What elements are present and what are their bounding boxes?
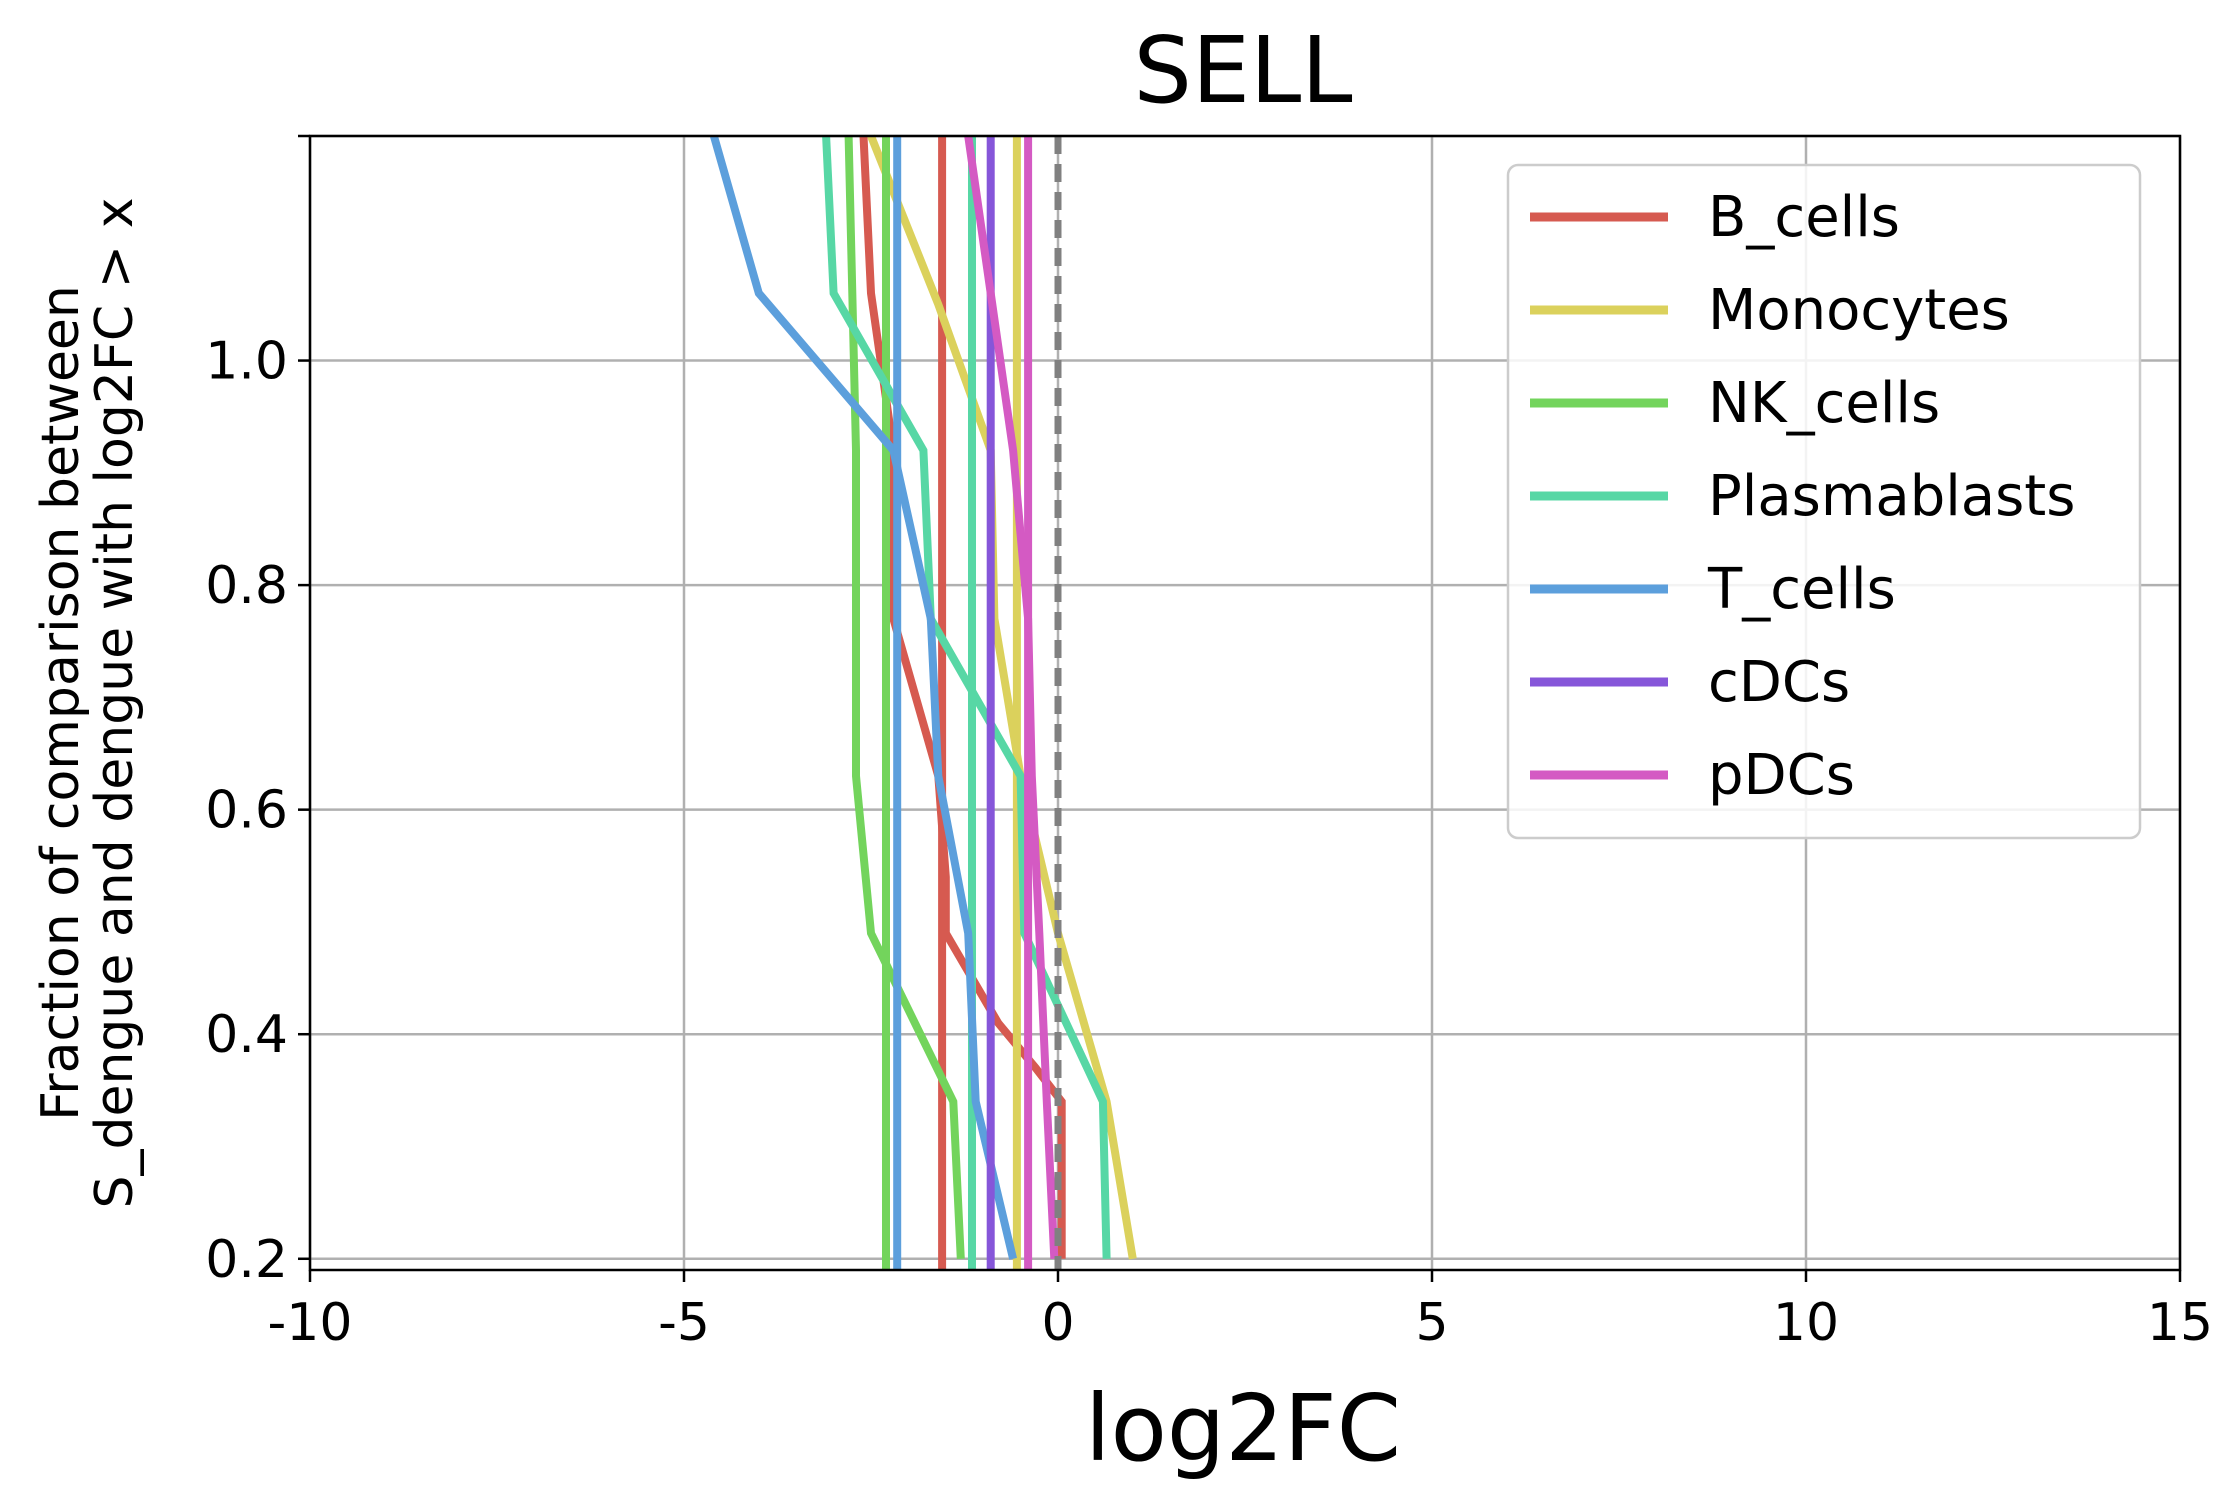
legend-label: Plasmablasts: [1708, 464, 2075, 529]
y-axis-ticks: 0.2 0.4 0.6 0.8 1.0: [205, 134, 310, 1290]
x-tick-label: 15: [2147, 1293, 2213, 1353]
legend-label: cDCs: [1708, 650, 1850, 715]
plot-frame: [308, 134, 2182, 1272]
legend-box: [1506, 163, 2142, 840]
x-axis-label: log2FC: [1085, 1375, 1401, 1482]
series-line-Plasmablasts: [822, 135, 1111, 1259]
x-axis-ticks: -10 -5 0 5 10 15: [268, 1270, 2213, 1353]
y-tick-label: 0.2: [205, 1230, 288, 1290]
legend-label: NK_cells: [1708, 371, 1940, 436]
series-line-T_cells: [710, 134, 1017, 1260]
legend: B_cells Monocytes NK_cells Plasmablasts T_ce…: [1506, 163, 2142, 840]
series-lines: [710, 134, 1137, 1270]
y-tick-label: 0.4: [205, 1005, 288, 1065]
legend-label: pDCs: [1708, 743, 1855, 808]
y-tick-label: 0.6: [205, 781, 288, 841]
chart-title: SELL: [1133, 17, 1352, 124]
y-tick-label: 1.0: [205, 332, 288, 392]
series-line-Monocytes: [867, 134, 1137, 1260]
x-tick-label: -10: [268, 1293, 353, 1353]
legend-label: T_cells: [1707, 557, 1896, 622]
y-axis-label-line: Fraction of comparison between: [31, 285, 91, 1121]
legend-label: Monocytes: [1708, 278, 2010, 343]
x-tick-label: -5: [658, 1293, 710, 1353]
y-tick-label: 0.8: [205, 556, 288, 616]
x-tick-label: 10: [1773, 1293, 1839, 1353]
x-tick-label: 5: [1415, 1293, 1448, 1353]
legend-label: B_cells: [1708, 185, 1900, 250]
x-tick-label: 0: [1041, 1293, 1074, 1353]
y-axis-label-line: S_dengue and dengue with log2FC > x: [85, 197, 145, 1208]
series-line-NK_cells: [844, 135, 965, 1259]
